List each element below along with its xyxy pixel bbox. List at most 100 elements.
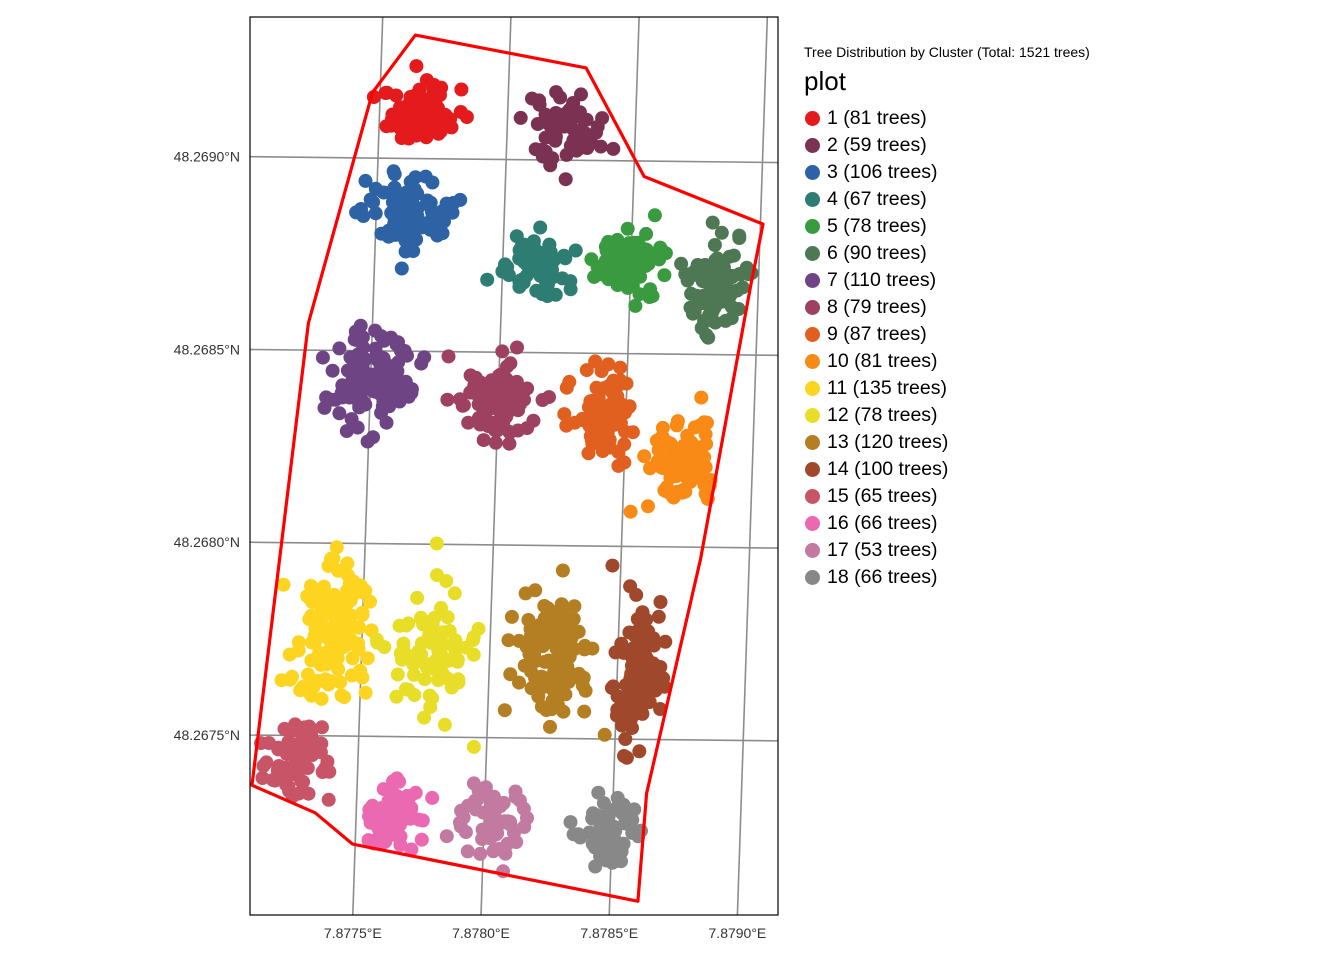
tree-point [380,810,395,825]
tree-point [281,734,296,749]
tree-point [558,172,573,187]
cluster-points [557,354,640,473]
cluster-points [361,771,440,857]
x-tick-label: 7.8780°E [452,925,510,941]
legend-label: 5 (78 trees) [827,215,927,237]
tree-point [317,400,332,415]
tree-point [496,814,511,829]
tree-point [593,844,608,858]
tree-point [520,811,534,825]
legend-item: 14 (100 trees) [804,456,1090,483]
tree-point [537,599,552,613]
tree-point [366,430,380,445]
tree-point [512,243,527,258]
tree-point [390,667,405,682]
tree-point [433,124,448,139]
legend-key-icon [805,354,820,369]
tree-point [545,682,560,697]
tree-point [545,151,560,166]
tree-point [439,829,454,844]
panel-border [249,16,779,916]
cluster-points [480,220,583,304]
tree-point [315,350,330,365]
tree-point [440,671,455,686]
legend-label: 1 (81 trees) [827,107,927,129]
tree-point [323,623,338,638]
tree-point [638,242,652,257]
tree-point [563,282,578,297]
tree-point [408,170,423,185]
cluster-points [513,85,621,187]
tree-point [382,379,397,394]
legend-label: 12 (78 trees) [827,404,938,426]
tree-point [456,810,471,825]
tree-point [401,389,416,404]
tree-point [374,329,389,344]
tree-point [473,846,488,861]
graticule-meridian [352,17,384,915]
tree-point [396,636,411,651]
tree-point [368,206,383,221]
tree-point [358,173,373,188]
tree-point [620,221,635,236]
tree-point [557,407,572,422]
tree-point [330,651,345,666]
legend-item: 18 (66 trees) [804,564,1090,591]
tree-point [387,774,402,789]
tree-point [283,766,298,781]
tree-point [652,252,667,267]
tree-point [682,456,697,471]
tree-point [358,583,373,598]
tree-point [556,642,571,657]
tree-point [628,298,643,313]
legend-label: 2 (59 trees) [827,134,927,156]
tree-point [423,700,438,715]
tree-point [490,373,505,388]
tree-point [480,383,495,398]
tree-point [349,333,364,348]
tree-point [653,595,668,609]
tree-point [363,594,377,609]
tree-point [329,540,344,555]
tree-point [528,142,543,157]
tree-point [566,122,581,137]
cluster-points [439,776,534,879]
tree-point [321,792,336,807]
tree-point [591,785,606,800]
tree-point [547,117,562,132]
tree-point [526,234,541,249]
tree-point [546,693,561,708]
tree-point [601,357,616,372]
tree-point [629,825,644,840]
tree-point [344,585,359,600]
tree-point [699,312,714,327]
tree-point [529,283,544,298]
tree-point [614,636,629,651]
tree-point [400,348,414,363]
tree-point [293,734,308,749]
tree-point [502,436,517,451]
tree-point [659,480,674,495]
tree-point [277,721,292,736]
tree-point [700,415,714,430]
tree-point [500,836,515,851]
tree-point [387,167,402,182]
tree-point [605,558,620,573]
legend-key-icon [805,246,820,261]
tree-point [394,131,409,145]
tree-point [317,597,332,612]
tree-point [637,449,652,464]
tree-point [700,274,715,289]
tree-point [627,256,641,271]
tree-point [394,261,409,276]
tree-point [548,133,563,148]
tree-point [396,120,411,135]
legend-item: 11 (135 trees) [804,375,1090,402]
tree-point [640,668,655,683]
tree-point [307,629,322,643]
legend-label: 8 (79 trees) [827,296,927,318]
tree-point [331,563,346,578]
tree-point [518,586,533,601]
tree-point [268,773,282,788]
tree-point [355,360,370,375]
